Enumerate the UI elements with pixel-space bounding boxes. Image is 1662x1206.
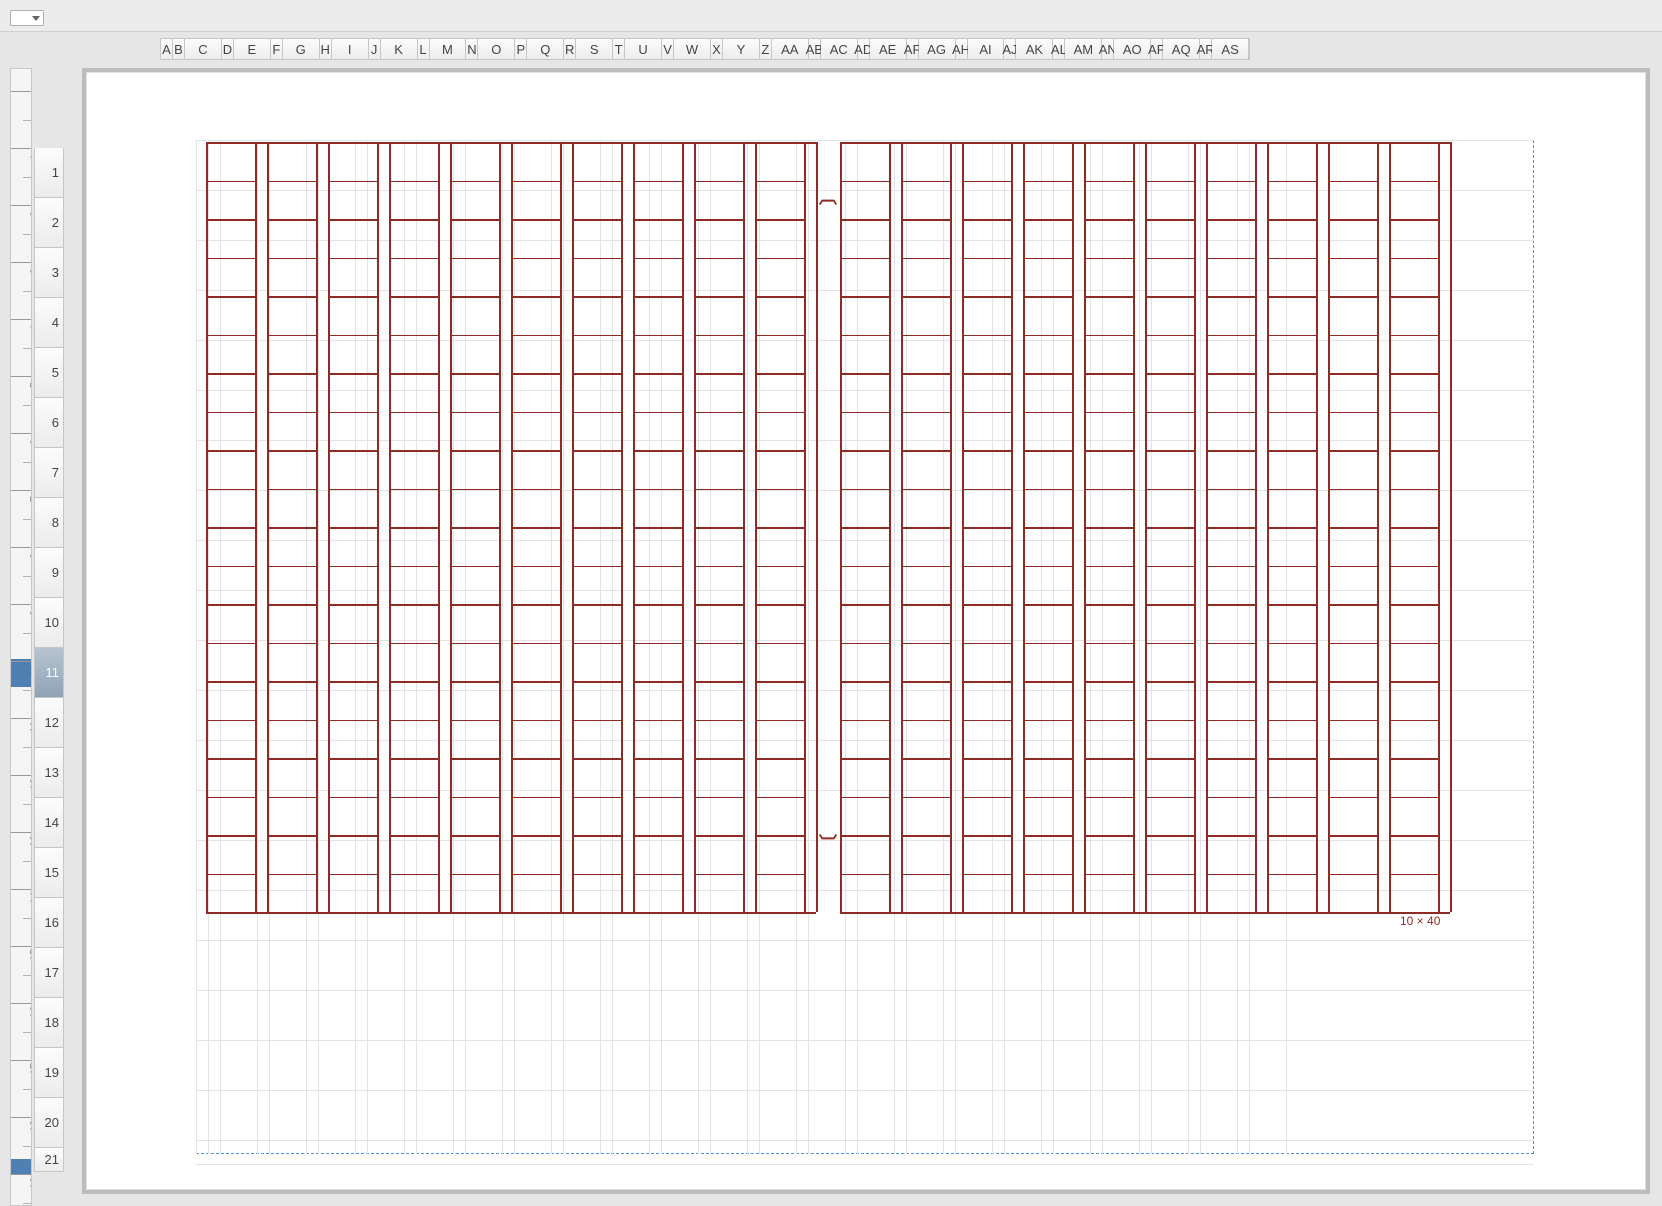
ruler-tick-14: 14 [29, 889, 32, 907]
row-header-16[interactable]: 16 [35, 898, 63, 948]
row-header-11[interactable]: 11 [35, 648, 63, 698]
column-header-AH[interactable]: AH [956, 39, 968, 59]
column-header-A[interactable]: A [161, 39, 173, 59]
column-header-AM[interactable]: AM [1065, 39, 1102, 59]
row-header-10[interactable]: 10 [35, 598, 63, 648]
row-header-2[interactable]: 2 [35, 198, 63, 248]
row-header-15[interactable]: 15 [35, 848, 63, 898]
column-header-D[interactable]: D [222, 39, 234, 59]
ruler-tick-16: 16 [29, 1003, 32, 1021]
row-header-19[interactable]: 19 [35, 1048, 63, 1098]
column-header-AC[interactable]: AC [821, 39, 858, 59]
column-header-AE[interactable]: AE [870, 39, 907, 59]
ruler-tick-12: 12 [29, 775, 32, 793]
column-header-U[interactable]: U [625, 39, 662, 59]
ruler-tick-6: 6 [29, 433, 32, 451]
row-header-21[interactable]: 21 [35, 1148, 63, 1172]
column-header-bar[interactable]: ABCDEFGHIJKLMNOPQRSTUVWXYZAAABACADAEAFAG… [160, 38, 1250, 60]
column-header-AS[interactable]: AS [1212, 39, 1249, 59]
row-header-gutter[interactable]: 123456789101112131415161718192021 [34, 148, 64, 1172]
column-header-Z[interactable]: Z [760, 39, 772, 59]
ruler-tick-7: 7 [29, 490, 32, 508]
fold-bracket-bottom-icon: ︺ [817, 839, 839, 851]
ruler-tick-15: 15 [29, 946, 32, 964]
top-strip [0, 0, 1662, 32]
column-header-T[interactable]: T [613, 39, 625, 59]
row-header-14[interactable]: 14 [35, 798, 63, 848]
row-header-18[interactable]: 18 [35, 998, 63, 1048]
ruler-tick-11: 11 [29, 718, 32, 736]
column-header-Y[interactable]: Y [723, 39, 760, 59]
ruler-tick-1: 1 [29, 148, 32, 166]
ruler-tick-8: 8 [29, 547, 32, 565]
column-header-V[interactable]: V [662, 39, 674, 59]
fold-bracket-top-icon: ︹ [817, 192, 839, 204]
ruler-tick-10: 10 [29, 661, 32, 679]
column-header-AQ[interactable]: AQ [1163, 39, 1200, 59]
vertical-ruler: 1234567891011121314151617181920 [10, 68, 32, 1206]
ruler-tick-19: 19 [29, 1174, 32, 1192]
ruler-tick-3: 3 [29, 262, 32, 280]
column-header-E[interactable]: E [234, 39, 271, 59]
column-header-AG[interactable]: AG [919, 39, 956, 59]
column-header-K[interactable]: K [381, 39, 418, 59]
page-wrap: ︹ ︺ 10 × 40 [82, 68, 1650, 1194]
ruler-tick-5: 5 [29, 376, 32, 394]
column-header-H[interactable]: H [320, 39, 332, 59]
column-header-N[interactable]: N [466, 39, 478, 59]
column-header-R[interactable]: R [564, 39, 576, 59]
ruler-tick-18: 18 [29, 1117, 32, 1135]
column-header-L[interactable]: L [418, 39, 430, 59]
row-header-5[interactable]: 5 [35, 348, 63, 398]
column-header-AF[interactable]: AF [907, 39, 919, 59]
ruler-tick-13: 13 [29, 832, 32, 850]
ruler-tick-9: 9 [29, 604, 32, 622]
print-area-outline [196, 140, 1534, 1154]
column-header-X[interactable]: X [711, 39, 723, 59]
row-header-20[interactable]: 20 [35, 1098, 63, 1148]
column-header-AK[interactable]: AK [1016, 39, 1053, 59]
ruler-tick-17: 17 [29, 1060, 32, 1078]
column-header-M[interactable]: M [430, 39, 467, 59]
row-header-4[interactable]: 4 [35, 298, 63, 348]
ruler-tick-2: 2 [29, 205, 32, 223]
column-header-O[interactable]: O [478, 39, 515, 59]
ruler-tick-4: 4 [29, 319, 32, 337]
column-header-AL[interactable]: AL [1053, 39, 1065, 59]
row-header-9[interactable]: 9 [35, 548, 63, 598]
column-header-J[interactable]: J [369, 39, 381, 59]
row-header-1[interactable]: 1 [35, 148, 63, 198]
column-header-AO[interactable]: AO [1114, 39, 1151, 59]
row-header-8[interactable]: 8 [35, 498, 63, 548]
column-header-AI[interactable]: AI [968, 39, 1005, 59]
row-header-3[interactable]: 3 [35, 248, 63, 298]
column-header-AP[interactable]: AP [1151, 39, 1163, 59]
grid-dimension-label: 10 × 40 [1400, 914, 1440, 928]
column-header-AD[interactable]: AD [858, 39, 870, 59]
row-header-17[interactable]: 17 [35, 948, 63, 998]
row-header-7[interactable]: 7 [35, 448, 63, 498]
row-header-6[interactable]: 6 [35, 398, 63, 448]
column-header-I[interactable]: I [332, 39, 369, 59]
column-header-AJ[interactable]: AJ [1004, 39, 1016, 59]
column-header-W[interactable]: W [674, 39, 711, 59]
row-header-12[interactable]: 12 [35, 698, 63, 748]
column-header-AA[interactable]: AA [772, 39, 809, 59]
column-header-G[interactable]: G [283, 39, 320, 59]
column-header-F[interactable]: F [271, 39, 283, 59]
name-box-dropdown[interactable] [10, 10, 44, 26]
column-header-B[interactable]: B [173, 39, 185, 59]
column-header-S[interactable]: S [576, 39, 613, 59]
column-header-AR[interactable]: AR [1200, 39, 1212, 59]
spreadsheet-page[interactable]: ︹ ︺ 10 × 40 [140, 110, 1580, 1132]
column-header-AN[interactable]: AN [1102, 39, 1114, 59]
column-header-Q[interactable]: Q [527, 39, 564, 59]
row-header-13[interactable]: 13 [35, 748, 63, 798]
column-header-P[interactable]: P [515, 39, 527, 59]
column-header-AB[interactable]: AB [809, 39, 821, 59]
column-header-C[interactable]: C [185, 39, 222, 59]
